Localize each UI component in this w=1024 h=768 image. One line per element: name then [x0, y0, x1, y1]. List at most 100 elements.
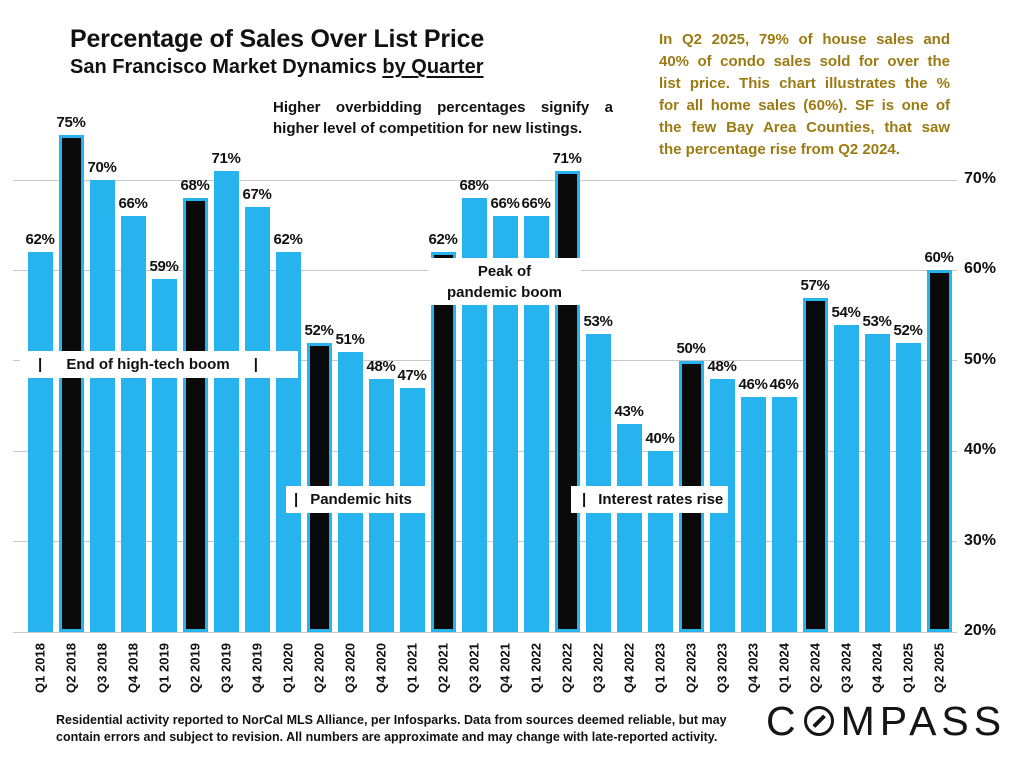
bar-q4-2022: [616, 424, 642, 632]
x-axis-label-q4-2018: Q4 2018: [125, 643, 141, 693]
value-label-q1-2022: 66%: [521, 195, 551, 213]
annotation-label: End of high-tech boom: [66, 356, 230, 373]
value-label-q2-2025: 60%: [924, 249, 954, 267]
bar-q3-2019: [213, 170, 239, 632]
value-label-q3-2018: 70%: [87, 159, 117, 176]
bar-q1-2019: [151, 279, 177, 632]
bar-q4-2024: [864, 333, 890, 632]
value-label-q3-2024: 54%: [831, 303, 861, 321]
subtitle-by-quarter: by Quarter: [382, 56, 484, 78]
x-axis-label-q4-2019: Q4 2019: [249, 643, 265, 693]
bar-q1-2018: [27, 252, 53, 632]
value-label-q3-2022: 53%: [583, 312, 613, 330]
bar-q2-2019: [182, 198, 208, 632]
annotation-interest-rates-rise: | Interest rates rise: [571, 486, 728, 513]
value-label-q4-2020: 48%: [366, 357, 396, 375]
value-label-q1-2021: 47%: [397, 366, 427, 384]
value-label-q1-2020: 62%: [273, 231, 303, 249]
annotation-pandemic-hits: | Pandemic hits: [286, 486, 430, 513]
callout-line5: the few Bay Area Counties, that saw: [659, 119, 950, 136]
y-axis-label-70: 70%: [964, 170, 997, 187]
disclaimer-text: Residential activity reported to NorCal …: [56, 712, 736, 745]
x-axis-label-q2-2018: Q2 2018: [63, 643, 79, 693]
bar-q2-2021: [430, 252, 456, 632]
value-label-q2-2022: 71%: [552, 149, 582, 167]
x-axis-label-q4-2023: Q4 2023: [745, 643, 761, 693]
value-label-q2-2020: 52%: [304, 321, 334, 339]
logo-text-c: C: [766, 697, 801, 744]
page-subtitle: San Francisco Market Dynamics by Quarter: [70, 56, 484, 79]
x-axis-label-q2-2019: Q2 2019: [187, 643, 203, 693]
bar-q2-2022: [554, 170, 580, 632]
disclaimer-line1: Residential activity reported to NorCal …: [56, 713, 727, 727]
bar-q3-2022: [585, 333, 611, 632]
x-axis-label-q1-2020: Q1 2020: [280, 643, 296, 693]
y-axis-label-40: 40%: [964, 441, 997, 459]
marker-pipe-left: |: [38, 356, 43, 373]
value-label-q1-2023: 40%: [645, 430, 675, 448]
x-axis-label-q1-2019: Q1 2019: [156, 643, 172, 693]
value-label-q3-2019: 71%: [211, 149, 241, 167]
annotation-label: Interest rates rise: [598, 491, 724, 508]
y-axis-label-30: 30%: [964, 531, 997, 549]
value-label-q3-2021: 68%: [459, 177, 489, 195]
x-axis-label-q2-2024: Q2 2024: [807, 643, 823, 693]
callout-line1: In Q2 2025, 79% of house sales and: [659, 31, 950, 48]
value-label-q1-2024: 46%: [769, 375, 799, 393]
x-axis-label-q1-2023: Q1 2023: [652, 643, 668, 693]
x-axis-label-q2-2022: Q2 2022: [559, 643, 575, 693]
value-label-q1-2025: 52%: [893, 321, 923, 339]
value-label-q1-2019: 59%: [149, 258, 179, 276]
callout-line6: the percentage rise from Q2 2024.: [659, 141, 900, 158]
marker-pipe: |: [294, 491, 299, 508]
x-axis-label-q1-2021: Q1 2021: [404, 643, 420, 693]
x-axis-label-q3-2020: Q3 2020: [342, 643, 358, 693]
x-axis-label-q3-2022: Q3 2022: [590, 643, 606, 693]
annotation-label: Pandemic hits: [310, 491, 412, 508]
value-label-q2-2021: 62%: [428, 231, 458, 249]
callout-line3: list price. This chart illustrates the %: [659, 75, 950, 92]
value-label-q4-2024: 53%: [862, 312, 892, 330]
value-label-q2-2024: 57%: [800, 276, 830, 294]
x-axis-label-q1-2022: Q1 2022: [528, 643, 544, 693]
bar-q2-2018: [58, 134, 84, 632]
value-label-q4-2023: 46%: [738, 375, 768, 393]
x-axis-label-q3-2024: Q3 2024: [838, 643, 854, 693]
x-axis-label-q3-2018: Q3 2018: [94, 643, 110, 693]
marker-pipe-right: |: [253, 356, 258, 373]
compass-ring-icon: [803, 706, 834, 736]
x-axis-label-q2-2021: Q2 2021: [435, 643, 451, 693]
x-axis-label-q1-2024: Q1 2024: [776, 643, 792, 693]
bar-q3-2018: [89, 180, 115, 632]
x-axis-label-q2-2023: Q2 2023: [683, 643, 699, 693]
bar-q1-2023: [647, 451, 673, 632]
value-label-q3-2020: 51%: [335, 330, 365, 348]
bar-q2-2025: [926, 270, 952, 632]
value-label-q2-2019: 68%: [180, 177, 210, 195]
x-axis-label-q2-2020: Q2 2020: [311, 643, 327, 693]
x-axis-label-q3-2021: Q3 2021: [466, 643, 482, 693]
subtitle-main: San Francisco Market Dynamics: [70, 56, 383, 78]
bar-q4-2018: [120, 216, 146, 632]
gridline-70: [13, 179, 957, 181]
value-label-q3-2023: 48%: [707, 357, 737, 375]
marker-pipe: |: [582, 491, 587, 508]
x-axis-label-q4-2022: Q4 2022: [621, 643, 637, 693]
value-label-q4-2021: 66%: [490, 195, 520, 213]
x-axis-label-q3-2023: Q3 2023: [714, 643, 730, 693]
x-axis-label-q1-2025: Q1 2025: [900, 643, 916, 693]
annotation-end-of-high-tech-boom: | End of high-tech boom |: [20, 351, 298, 378]
disclaimer-line2: contain errors and subject to revision. …: [56, 729, 718, 744]
value-label-q2-2018: 75%: [56, 113, 86, 131]
y-axis-label-20: 20%: [964, 622, 997, 639]
bar-q1-2024: [771, 396, 797, 632]
annotation-label-line2: pandemic boom: [446, 284, 562, 301]
y-axis-label-50: 50%: [964, 350, 997, 368]
q2-2025-callout: In Q2 2025, 79% of house sales and 40% o…: [659, 29, 950, 161]
value-label-q4-2018: 66%: [118, 195, 148, 213]
y-axis-label-60: 60%: [964, 260, 997, 278]
x-axis-label-q2-2025: Q2 2025: [931, 643, 947, 693]
bar-q4-2019: [244, 207, 270, 632]
